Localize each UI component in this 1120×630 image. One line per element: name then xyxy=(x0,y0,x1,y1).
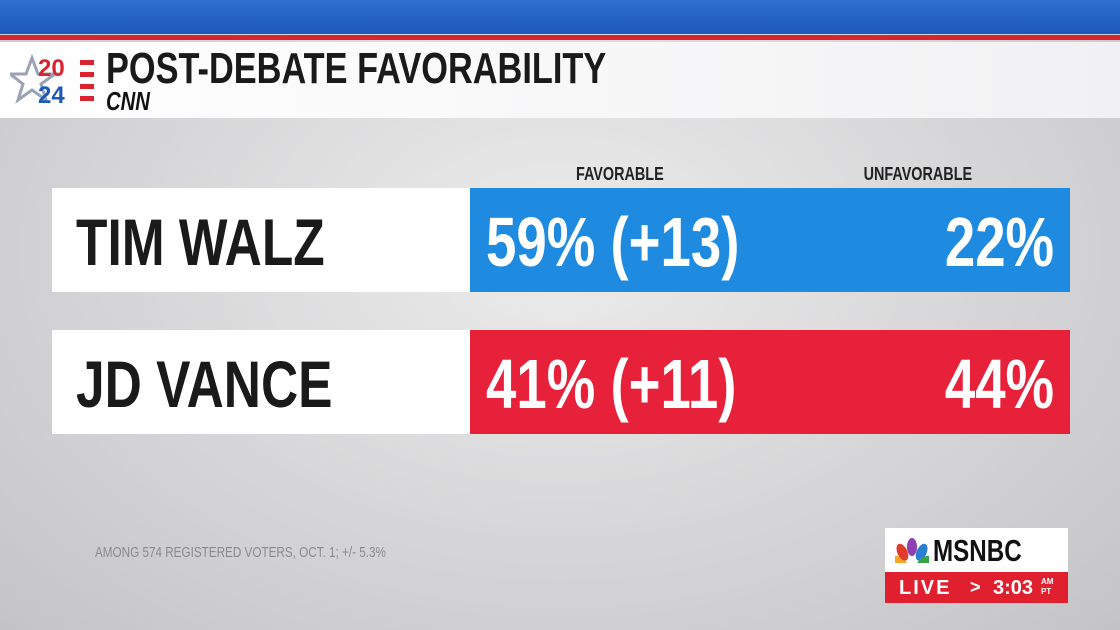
column-header: UNFAVORABLE xyxy=(863,164,973,184)
peacock xyxy=(895,538,929,563)
badge-net-wrap: MSNBC xyxy=(933,533,1047,569)
column-header: FAVORABLE xyxy=(576,164,664,184)
badge-network: MSNBC xyxy=(933,533,1022,568)
zone: PT xyxy=(1041,587,1052,596)
candidate-name: TIM WALZ xyxy=(76,205,325,279)
logo-2024: 20 24 xyxy=(10,53,94,109)
unfav-wrap: 22% xyxy=(914,202,1054,282)
name-cell: TIM WALZ xyxy=(52,188,470,292)
col-head-wrap: FAVORABLE xyxy=(520,164,720,185)
top-band xyxy=(0,0,1120,34)
candidate-name: JD VANCE xyxy=(76,347,333,421)
badge-top: MSNBC xyxy=(885,528,1068,572)
year-bottom: 24 xyxy=(38,82,65,109)
feathers xyxy=(895,538,929,563)
col-head-wrap: UNFAVORABLE xyxy=(818,164,1018,185)
fav-wrap: 59% (+13) xyxy=(486,202,811,282)
unfavorable: 22% xyxy=(944,203,1054,281)
year-top: 20 xyxy=(38,55,65,82)
name-cell: JD VANCE xyxy=(52,330,470,434)
star xyxy=(10,53,60,104)
name-wrap: TIM WALZ xyxy=(76,204,395,280)
unfavorable: 44% xyxy=(944,345,1054,423)
arrow: > xyxy=(970,577,981,597)
red-stripe xyxy=(0,35,1120,40)
header-bar xyxy=(0,42,1120,118)
name-wrap: JD VANCE xyxy=(76,346,405,422)
network-logo: CNN xyxy=(106,86,150,116)
row: TIM WALZ 59% (+13) 22% xyxy=(52,188,1070,292)
stripes xyxy=(80,60,94,101)
unfav-wrap: 44% xyxy=(914,344,1054,424)
live-label: LIVE xyxy=(899,577,952,599)
badge-live: LIVE > 3:03 AM PT xyxy=(885,572,1068,603)
footnote-wrap: AMONG 574 REGISTERED VOTERS, OCT. 1; +/-… xyxy=(95,544,468,561)
title-wrap: POST-DEBATE FAVORABILITY xyxy=(106,44,747,94)
row: JD VANCE 41% (+11) 44% xyxy=(52,330,1070,434)
title: POST-DEBATE FAVORABILITY xyxy=(106,44,607,93)
value-cell: 41% (+11) 44% xyxy=(470,330,1070,434)
favorable: 41% (+11) xyxy=(486,345,737,423)
value-cell: 59% (+13) 22% xyxy=(470,188,1070,292)
network-wrap: CNN xyxy=(106,86,162,117)
time: 3:03 xyxy=(993,577,1034,599)
footnote: AMONG 574 REGISTERED VOTERS, OCT. 1; +/-… xyxy=(95,544,386,561)
fav-wrap: 41% (+11) xyxy=(486,344,807,424)
meridiem: AM xyxy=(1041,577,1054,586)
favorable: 59% (+13) xyxy=(486,203,740,281)
